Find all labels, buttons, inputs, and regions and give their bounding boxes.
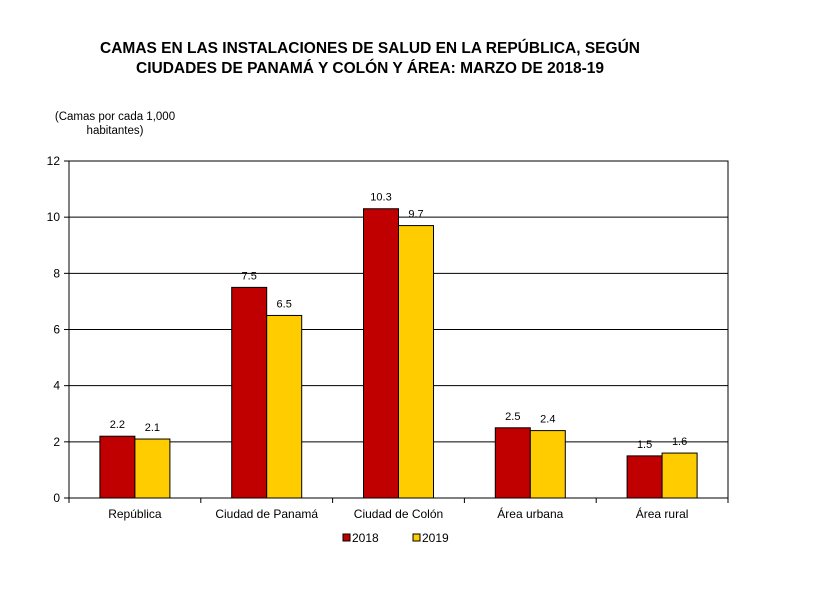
bar-2018-2	[363, 208, 399, 499]
legend-label-2019: 2019	[422, 531, 449, 545]
data-label-2018-1: 7.5	[242, 270, 257, 282]
x-tick-label-1: Ciudad de Panamá	[215, 507, 318, 521]
data-label-2019-3: 2.4	[540, 414, 555, 426]
legend-label-2018: 2018	[352, 531, 379, 545]
x-tick-label-4: Área rural	[636, 506, 689, 521]
legend-swatch-2018	[342, 533, 351, 542]
x-tick-label-0: República	[108, 507, 162, 521]
bar-2019-4	[661, 452, 698, 499]
data-label-2018-3: 2.5	[505, 411, 520, 423]
y-tick-label-0: 0	[53, 491, 60, 505]
bar-2019-3	[529, 430, 566, 499]
data-label-2018-4: 1.5	[637, 439, 652, 451]
y-axis-unit-label-line-2: habitantes)	[86, 125, 144, 137]
chart-title-line-1: CAMAS EN LAS INSTALACIONES DE SALUD EN L…	[100, 40, 640, 57]
data-label-2019-2: 9.7	[408, 209, 423, 221]
chart-title: CAMAS EN LAS INSTALACIONES DE SALUD EN L…	[40, 39, 700, 79]
bar-2018-1	[231, 286, 268, 499]
chart-title-line-2: CIUDADES DE PANAMÁ Y COLÓN Y ÁREA: MARZO…	[136, 60, 604, 77]
y-axis-unit-label: (Camas por cada 1,000 habitantes)	[40, 110, 190, 138]
y-tick-label-1: 2	[53, 435, 60, 449]
bar-2019-2	[398, 225, 434, 499]
legend-swatch-2019	[412, 533, 421, 542]
data-label-2019-0: 2.1	[145, 422, 160, 434]
y-tick-label-3: 6	[53, 323, 60, 337]
bar-2018-4	[626, 455, 663, 499]
bar-2018-3	[494, 427, 531, 499]
y-tick-label-5: 10	[47, 210, 61, 224]
y-axis-unit-label-line-1: (Camas por cada 1,000	[54, 111, 176, 123]
data-label-2018-2: 10.3	[370, 192, 391, 204]
x-tick-label-3: Área urbana	[497, 506, 563, 521]
y-tick-label-4: 8	[53, 266, 60, 280]
data-label-2018-0: 2.2	[110, 419, 125, 431]
bar-2019-1	[266, 314, 303, 499]
y-tick-label-6: 12	[47, 154, 61, 168]
bar-2019-0	[134, 438, 171, 499]
data-label-2019-4: 1.6	[672, 436, 687, 448]
x-tick-label-2: Ciudad de Colón	[354, 507, 443, 521]
bar-2018-0	[99, 435, 136, 499]
data-label-2019-1: 6.5	[277, 298, 292, 310]
y-tick-label-2: 4	[53, 379, 60, 393]
